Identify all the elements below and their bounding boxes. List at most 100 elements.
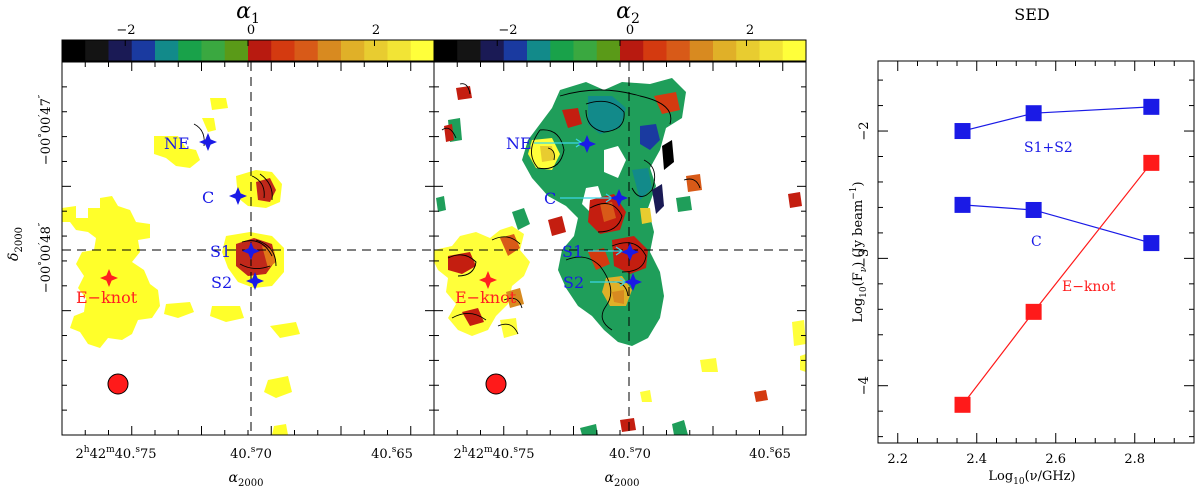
- source-label: C: [202, 188, 214, 207]
- colorbar-alpha1: −2 0 2 α1: [61, 0, 435, 62]
- colorbar-cell: [689, 40, 714, 61]
- colorbar-cell: [271, 40, 295, 61]
- source-s2: S2: [563, 273, 642, 292]
- sed-y-axis-title: Log10(Fν) (Jy beam−1): [849, 181, 869, 322]
- data-point-marker: [954, 123, 971, 140]
- colorbar-cell: [410, 40, 435, 61]
- series-label-e-knot: E−knot: [1062, 279, 1116, 295]
- sed-y-tick-label: −3: [857, 249, 872, 268]
- x-axis-title: α2000: [229, 470, 264, 489]
- data-point-marker: [954, 196, 971, 213]
- data-point-marker: [1025, 105, 1042, 122]
- dec-tick-label: −00°00′48″: [38, 222, 54, 293]
- source-c: C: [544, 189, 628, 208]
- source-label: C: [544, 189, 556, 208]
- ra-tick-label: 2h42m40.s75: [453, 445, 534, 462]
- sed-x-tick-label: 2.2: [887, 452, 908, 467]
- series-label-c: C: [1031, 234, 1042, 250]
- sed-x-tick-label: 2.4: [966, 452, 987, 467]
- colorbar-cell: [550, 40, 574, 61]
- dec-tick-label: −00°00′47″: [38, 94, 54, 165]
- star-marker-icon: [624, 273, 642, 291]
- panel2-title: α2: [616, 0, 640, 27]
- source-s1: S1: [562, 242, 639, 261]
- data-point-marker: [1025, 201, 1042, 218]
- source-label: S1: [562, 242, 583, 261]
- x-axis-title: α2000: [605, 470, 640, 489]
- source-s1: S1: [210, 242, 260, 261]
- colorbar-cell: [480, 40, 505, 61]
- map-panel-alpha2: NE C S1 S2 E−knot 2h42m40.s75 40.s70 40.…: [433, 61, 807, 489]
- colorbar-cell: [434, 40, 458, 61]
- panel1-title: α1: [236, 0, 260, 27]
- map-panel-alpha1: NE C S1 S2 E−knot 2h42m40.s75 40.s70 40.…: [61, 61, 435, 489]
- colorbar-cell: [248, 40, 272, 61]
- ra-tick-label: 40.s70: [230, 445, 272, 462]
- colorbar-cell: [713, 40, 737, 61]
- star-marker-icon: [242, 242, 260, 260]
- star-marker-icon: [199, 133, 217, 151]
- colorbar-cell: [620, 40, 644, 61]
- ra-tick-label: 40.s70: [609, 445, 651, 462]
- colorbar1-tick-label: −2: [116, 23, 135, 38]
- sed-y-tick-label: −4: [857, 376, 872, 395]
- colorbar-cell: [201, 40, 226, 61]
- data-point-marker: [1143, 98, 1160, 115]
- sed-y-tick-label: −2: [857, 121, 872, 140]
- colorbar-cell: [178, 40, 202, 61]
- source-s2: S2: [211, 272, 264, 292]
- source-label: NE: [506, 134, 532, 153]
- colorbar-cell: [62, 40, 86, 61]
- y-axis-title: δ2000: [6, 227, 25, 261]
- ra-tick-label: 40.s65: [749, 445, 791, 462]
- colorbar-cell: [596, 40, 621, 61]
- colorbar2-tick-label: −2: [498, 23, 517, 38]
- sed-plot: SED 2.2 2.4 2.6 2.8 −4 −3 −2 S1+S2 C E−knot Lo…: [849, 5, 1195, 487]
- colorbar-cell: [294, 40, 319, 61]
- colorbar-cell: [131, 40, 156, 61]
- source-ne: NE: [164, 133, 217, 153]
- star-marker-icon: [100, 269, 118, 287]
- source-label: E−knot: [455, 288, 517, 307]
- sed-title: SED: [1014, 5, 1049, 24]
- colorbar-cell: [503, 40, 528, 61]
- beam-indicator: [107, 373, 129, 395]
- colorbar-alpha2: −2 0 2 α2: [433, 0, 807, 62]
- star-marker-icon: [246, 272, 264, 290]
- data-point-marker: [1143, 235, 1160, 252]
- ra-tick-label: 40.s65: [371, 445, 413, 462]
- sed-x-tick-label: 2.6: [1045, 452, 1066, 467]
- source-e-knot: E−knot: [455, 271, 517, 307]
- colorbar-cell: [759, 40, 784, 61]
- source-label: S2: [563, 273, 584, 292]
- colorbar-cell: [782, 40, 807, 61]
- source-ne: NE: [506, 134, 596, 153]
- alpha1-emission: [62, 98, 300, 435]
- star-marker-icon: [229, 187, 247, 205]
- colorbar-cell: [224, 40, 249, 61]
- colorbar1-tick-label: 2: [372, 23, 380, 38]
- star-marker-icon: [621, 243, 639, 261]
- colorbar1-tick-label: 0: [247, 23, 255, 38]
- source-label: S1: [210, 242, 231, 261]
- source-label: S2: [211, 273, 232, 292]
- star-marker-icon: [578, 135, 596, 153]
- series-label-s1-s2: S1+S2: [1024, 140, 1073, 156]
- colorbar-cell: [85, 40, 109, 61]
- source-c: C: [202, 187, 247, 207]
- colorbar-cell: [108, 40, 133, 61]
- colorbar2-tick-label: 2: [746, 23, 754, 38]
- source-e-knot: E−knot: [76, 269, 138, 307]
- ra-tick-label: 2h42m40.s75: [75, 445, 156, 462]
- colorbar-cell: [387, 40, 412, 61]
- source-label: NE: [164, 134, 190, 153]
- sed-x-axis-title: Log10(ν/GHz): [988, 469, 1075, 487]
- star-marker-icon: [479, 271, 497, 289]
- beam-indicator: [485, 373, 507, 395]
- colorbar2-tick-label: 0: [626, 23, 634, 38]
- dec-axis: −00°00′47″ −00°00′48″ δ2000: [6, 94, 54, 293]
- colorbar-cell: [364, 40, 388, 61]
- source-label: E−knot: [76, 288, 138, 307]
- data-point-marker: [1025, 303, 1042, 320]
